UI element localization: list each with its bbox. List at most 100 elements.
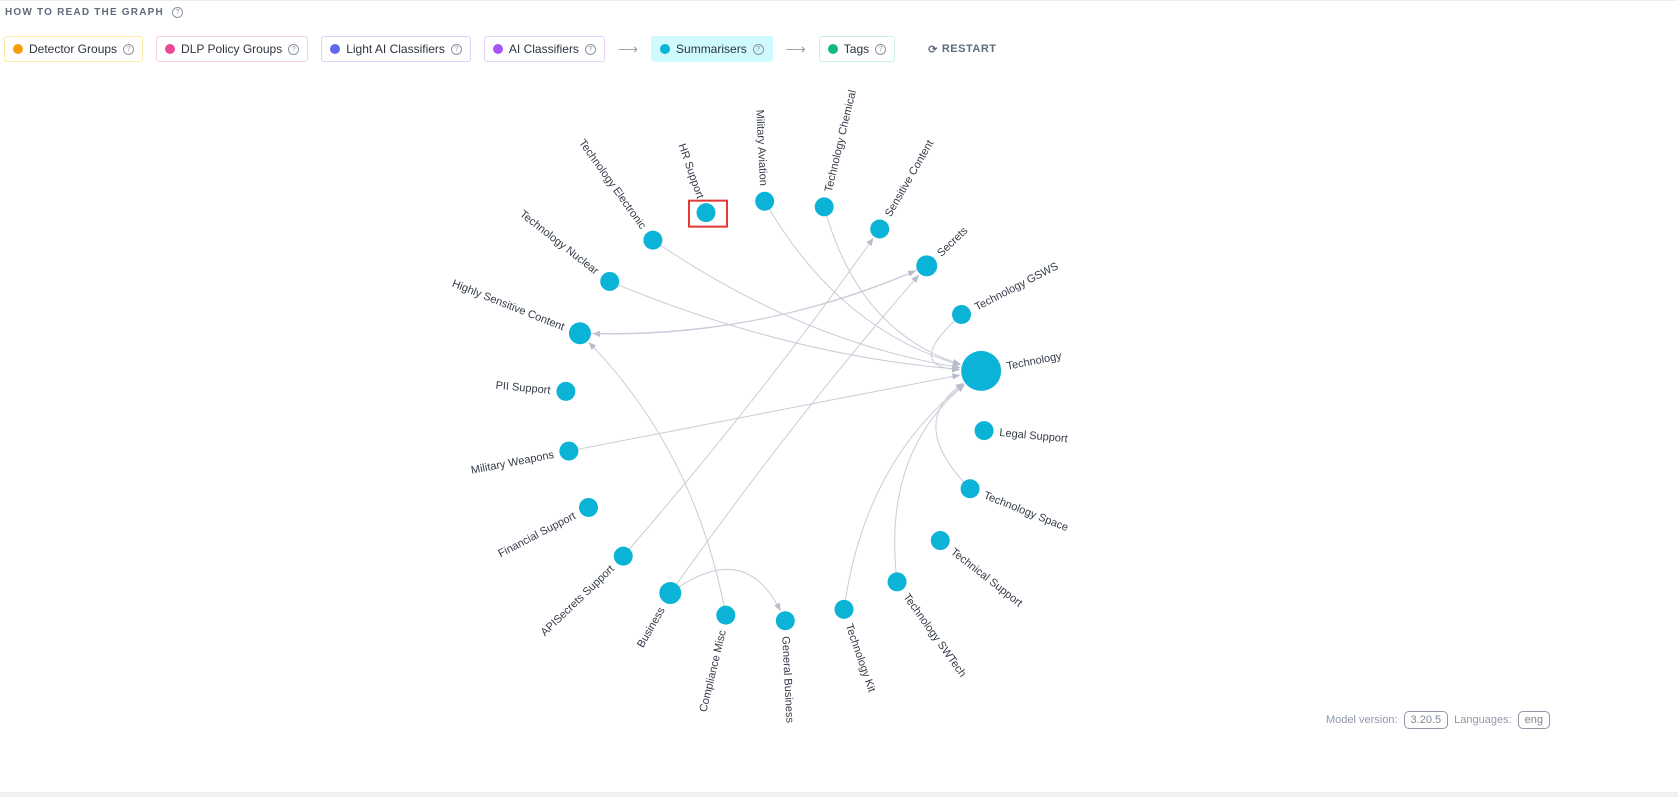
node-general-business[interactable]: General Business: [775, 611, 796, 724]
legend-summarisers[interactable]: Summarisers ?: [651, 36, 773, 62]
node-circle[interactable]: [952, 304, 972, 324]
node-label: PII Support: [495, 380, 551, 397]
node-circle[interactable]: [775, 611, 795, 631]
nodes: Technology Legal Support Technology Space T…: [450, 89, 1070, 724]
edge: [622, 237, 874, 557]
question-circle-icon[interactable]: ?: [450, 43, 462, 55]
legend-label: AI Classifiers: [508, 42, 579, 56]
node-label: Secrets: [935, 225, 971, 260]
node-military-weapons[interactable]: Military Weapons: [470, 441, 579, 477]
edge: [579, 270, 917, 335]
restart-button[interactable]: ⟳ RESTART: [928, 43, 996, 56]
edge: [931, 314, 962, 373]
node-circle[interactable]: [600, 271, 620, 291]
node-secrets[interactable]: Secrets: [916, 225, 971, 277]
node-technology-swtech[interactable]: Technology SWTech: [887, 572, 969, 680]
color-dot-icon: [13, 44, 23, 54]
model-version-label: Model version:: [1326, 714, 1398, 726]
bottom-bar: [0, 792, 1678, 797]
edge: [935, 382, 971, 490]
node-label: Military Aviation: [753, 109, 769, 186]
node-hr-support[interactable]: HR Support: [676, 142, 729, 228]
node-label: Compliance Misc: [698, 629, 729, 714]
question-circle-icon[interactable]: ?: [584, 43, 596, 55]
node-legal-support[interactable]: Legal Support: [974, 421, 1069, 445]
node-circle[interactable]: [755, 191, 775, 211]
node-sensitive-content[interactable]: Sensitive Content: [870, 138, 936, 239]
flow-arrow-icon: ⟶: [617, 40, 639, 57]
node-label: General Business: [779, 636, 795, 724]
node-technology-gsws[interactable]: Technology GSWS: [952, 260, 1060, 324]
question-circle-icon[interactable]: ?: [875, 43, 887, 55]
node-military-aviation[interactable]: Military Aviation: [753, 109, 775, 211]
node-technical-support[interactable]: Technical Support: [930, 531, 1025, 609]
node-circle[interactable]: [659, 582, 682, 605]
node-circle[interactable]: [961, 350, 1002, 391]
node-circle[interactable]: [559, 441, 579, 461]
legend-detector-groups[interactable]: Detector Groups ?: [4, 36, 144, 62]
node-apisecrets-support[interactable]: APISecrets Support: [539, 546, 633, 639]
node-circle[interactable]: [578, 498, 598, 518]
legend-tags[interactable]: Tags ?: [818, 36, 896, 62]
how-to-read-title: HOW TO READ THE GRAPH: [5, 7, 164, 18]
node-label: Sensitive Content: [883, 138, 936, 219]
node-circle[interactable]: [568, 322, 591, 345]
question-circle-icon[interactable]: ?: [752, 43, 764, 55]
footer: Model version: 3.20.5 Languages: eng: [1326, 711, 1550, 729]
question-circle-icon[interactable]: ?: [171, 7, 183, 18]
node-circle[interactable]: [887, 572, 907, 592]
color-dot-icon: [660, 44, 671, 54]
node-circle[interactable]: [613, 546, 633, 566]
restart-icon: ⟳: [928, 43, 938, 56]
legend-light-ai-classifiers[interactable]: Light AI Classifiers ?: [321, 36, 471, 62]
node-circle[interactable]: [974, 421, 994, 441]
edge: [609, 280, 961, 372]
languages-label: Languages:: [1454, 714, 1512, 726]
flow-arrow-icon: ⟶: [785, 40, 806, 57]
edge: [823, 206, 961, 366]
node-circle[interactable]: [960, 479, 980, 499]
node-label: Legal Support: [999, 427, 1068, 445]
legend-label: Light AI Classifiers: [346, 42, 445, 56]
edge: [894, 384, 965, 582]
node-circle[interactable]: [556, 381, 576, 401]
node-technology[interactable]: Technology: [961, 350, 1063, 391]
model-version-badge: 3.20.5: [1403, 711, 1449, 729]
legend-ai-classifiers[interactable]: AI Classifiers ?: [483, 36, 605, 62]
node-circle[interactable]: [716, 605, 736, 625]
legend-bar: Detector Groups ? DLP Policy Groups ? Li…: [4, 35, 997, 63]
node-highly-sensitive-content[interactable]: Highly Sensitive Content: [450, 278, 591, 345]
edge: [669, 569, 781, 612]
node-label: Technology Kit: [843, 622, 878, 694]
node-circle[interactable]: [930, 531, 950, 551]
node-technology-electronic[interactable]: Technology Electronic: [576, 137, 663, 250]
question-circle-icon[interactable]: ?: [123, 43, 135, 55]
node-label: Technology SWTech: [901, 591, 969, 679]
node-circle[interactable]: [696, 203, 716, 223]
edges: [568, 201, 971, 616]
node-technology-chemical[interactable]: Technology Chemical: [814, 89, 859, 217]
node-circle[interactable]: [643, 230, 663, 250]
color-dot-icon: [827, 44, 838, 54]
node-compliance-misc[interactable]: Compliance Misc: [698, 605, 736, 714]
legend-dlp-policy-groups[interactable]: DLP Policy Groups ?: [156, 36, 309, 62]
legend-label: Summarisers: [676, 42, 747, 56]
node-circle[interactable]: [916, 255, 938, 277]
node-technology-space[interactable]: Technology Space: [960, 479, 1070, 534]
node-financial-support[interactable]: Financial Support: [496, 498, 598, 560]
node-label: Technology Nuclear: [517, 208, 601, 277]
node-circle[interactable]: [834, 599, 854, 619]
legend-label: DLP Policy Groups: [181, 42, 283, 56]
edge: [568, 373, 961, 452]
node-technology-kit[interactable]: Technology Kit: [834, 599, 878, 694]
node-circle[interactable]: [814, 197, 834, 217]
node-business[interactable]: Business: [635, 582, 682, 650]
node-technology-nuclear[interactable]: Technology Nuclear: [517, 208, 620, 291]
node-label: APISecrets Support: [539, 563, 617, 638]
question-circle-icon[interactable]: ?: [288, 43, 300, 55]
node-label: Technology Chemical: [823, 89, 859, 193]
node-pii-support[interactable]: PII Support: [495, 380, 576, 401]
how-to-read-graph[interactable]: HOW TO READ THE GRAPH ?: [5, 7, 183, 18]
node-circle[interactable]: [870, 219, 890, 239]
